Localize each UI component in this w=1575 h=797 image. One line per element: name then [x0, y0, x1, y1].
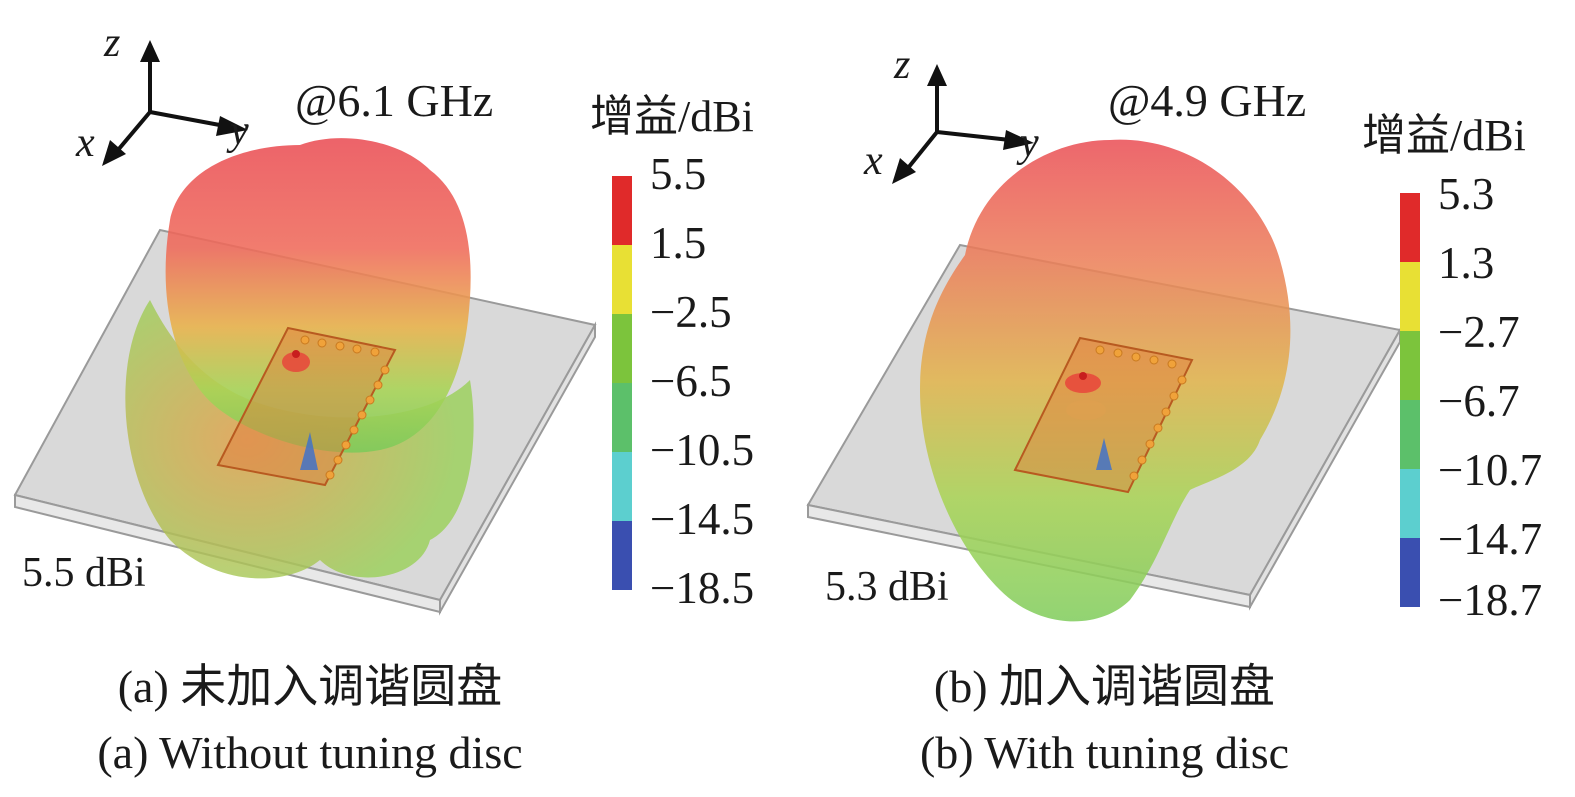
- colorbar-band: [612, 176, 632, 245]
- colorbar-band: [1400, 469, 1420, 538]
- peak-gain-label: 5.5 dBi: [22, 550, 146, 596]
- colorbar-band: [612, 521, 632, 590]
- coordinate-axes-a: [102, 40, 248, 166]
- colorbar-tick: −18.7: [1438, 575, 1543, 625]
- pattern-main-lobe-b: [920, 139, 1291, 622]
- peak-gain-label: 5.3 dBi: [825, 564, 949, 610]
- caption-english-a: (a) Without tuning disc: [97, 727, 523, 778]
- colorbar-tick: −10.5: [650, 425, 755, 475]
- caption-chinese-a: (a) 未加入调谐圆盘: [117, 661, 503, 712]
- colorbar-tick: 5.3: [1438, 169, 1495, 219]
- colorbar-tick: −2.5: [650, 287, 732, 337]
- colorbar-tick: 5.5: [650, 149, 707, 199]
- frequency-label: @6.1 GHz: [295, 75, 494, 126]
- colorbar-band: [1400, 193, 1420, 262]
- pattern-main-lobe-a: [165, 138, 471, 453]
- colorbar-band: [1400, 400, 1420, 469]
- radiation-pattern-3d-b: [806, 64, 1402, 622]
- antenna-board-b: [1013, 336, 1194, 494]
- colorbar-tick: −18.5: [650, 563, 755, 613]
- coordinate-axes-b: [892, 64, 1034, 184]
- y-axis-label: y: [230, 108, 249, 154]
- antenna-board-a: [216, 326, 397, 487]
- panel-a: z x y @6.1 GHz 增益/dBi 5.5 dBi 5.5 1.5 −2…: [13, 20, 755, 778]
- y-axis-label: y: [1020, 120, 1039, 166]
- colorbar-tick: −14.5: [650, 494, 755, 544]
- colorbar-band: [1400, 538, 1420, 607]
- caption-chinese-b: (b) 加入调谐圆盘: [933, 661, 1276, 712]
- colorbar-tick: −6.5: [650, 356, 732, 406]
- x-axis-label: x: [864, 138, 883, 184]
- colorbar-band: [612, 245, 632, 314]
- panel-b: z x y @4.9 GHz 增益/dBi 5.3 dBi 5.3 1.3 −2…: [790, 0, 1575, 797]
- colorbar: [1400, 193, 1420, 607]
- colorbar-band: [1400, 262, 1420, 331]
- colorbar-title: 增益/dBi: [1362, 111, 1526, 160]
- frequency-label: @4.9 GHz: [1108, 75, 1307, 126]
- colorbar-title: 增益/dBi: [590, 92, 754, 141]
- colorbar: [612, 176, 632, 590]
- colorbar-band: [1400, 331, 1420, 400]
- colorbar-band: [612, 314, 632, 383]
- colorbar-tick: −10.7: [1438, 445, 1543, 495]
- caption-english-b: (b) With tuning disc: [919, 727, 1290, 778]
- colorbar-tick: 1.5: [650, 218, 707, 268]
- colorbar-tick: 1.3: [1438, 238, 1495, 288]
- colorbar-tick: −14.7: [1438, 514, 1543, 564]
- colorbar-tick: −2.7: [1438, 307, 1520, 357]
- colorbar-tick: −6.7: [1438, 376, 1520, 426]
- z-axis-label: z: [894, 42, 911, 88]
- colorbar-band: [612, 383, 632, 452]
- z-axis-label: z: [104, 20, 121, 66]
- colorbar-band: [612, 452, 632, 521]
- x-axis-label: x: [76, 120, 95, 166]
- radiation-pattern-3d-a: [13, 40, 597, 616]
